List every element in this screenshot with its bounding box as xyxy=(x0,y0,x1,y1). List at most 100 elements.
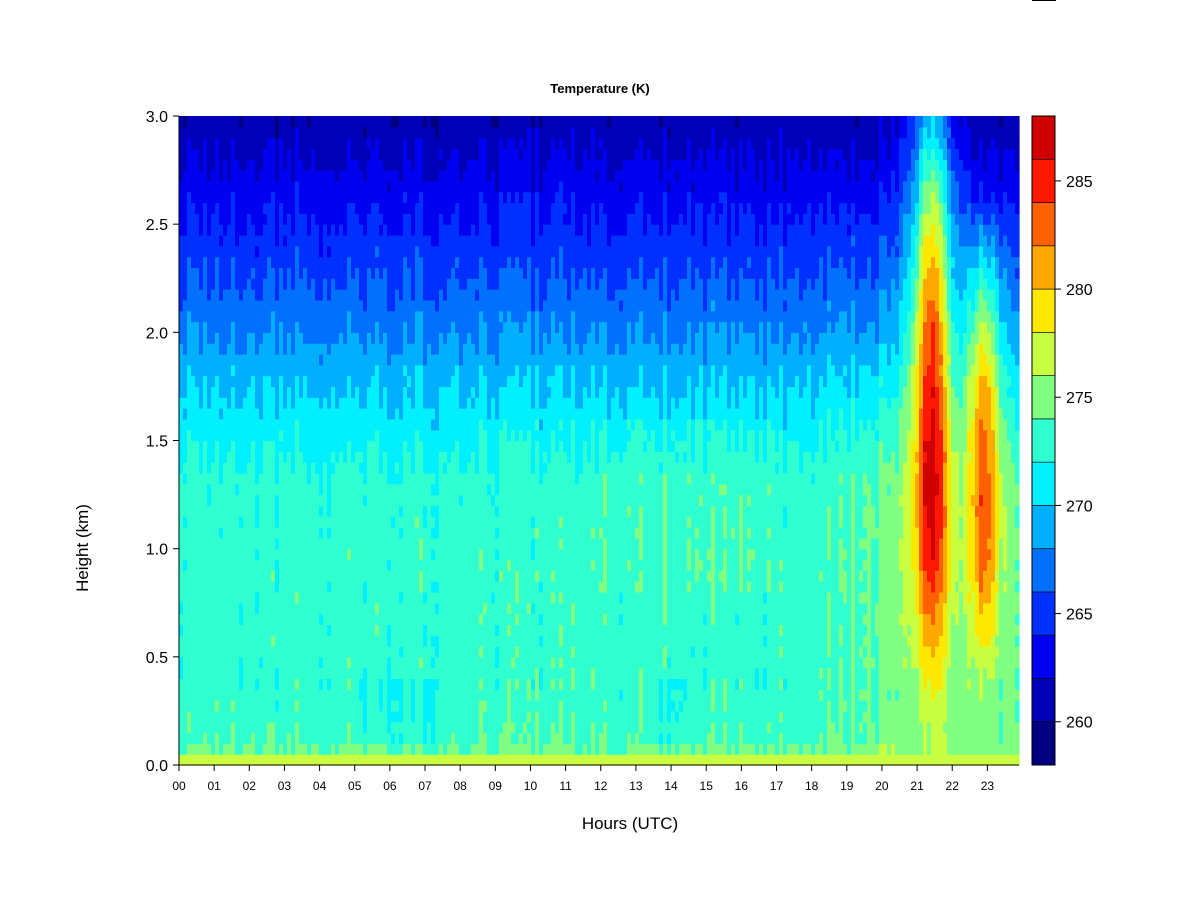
heatmap-cell xyxy=(403,397,408,409)
heatmap-cell xyxy=(291,483,296,496)
heatmap-cell xyxy=(331,462,336,474)
heatmap-cell xyxy=(411,386,416,398)
heatmap-cell xyxy=(487,667,492,680)
heatmap-cell xyxy=(287,148,292,160)
heatmap-cell xyxy=(367,559,372,571)
heatmap-cell xyxy=(195,635,200,647)
heatmap-cell xyxy=(255,505,260,517)
heatmap-cell xyxy=(447,451,452,463)
heatmap-cell xyxy=(207,440,212,452)
heatmap-cell xyxy=(439,343,444,355)
heatmap-cell xyxy=(355,462,360,474)
heatmap-cell xyxy=(319,397,324,409)
heatmap-cell xyxy=(343,700,348,712)
heatmap-cell xyxy=(323,256,328,269)
heatmap-cell xyxy=(511,732,516,744)
heatmap-cell xyxy=(351,548,356,561)
heatmap-cell xyxy=(319,527,324,539)
heatmap-cell xyxy=(259,667,264,680)
heatmap-cell xyxy=(507,191,512,204)
heatmap-cell xyxy=(435,267,440,279)
heatmap-cell xyxy=(479,278,484,290)
heatmap-cell xyxy=(291,159,296,171)
heatmap-cell xyxy=(347,451,352,463)
heatmap-cell xyxy=(395,624,400,636)
heatmap-cell xyxy=(507,213,512,225)
heatmap-cell xyxy=(211,408,216,420)
heatmap-cell xyxy=(387,397,392,409)
heatmap-cell xyxy=(247,721,252,734)
heatmap-cell xyxy=(499,472,504,485)
heatmap-cell xyxy=(371,451,376,463)
heatmap-cell xyxy=(359,213,364,225)
heatmap-cell xyxy=(359,721,364,734)
heatmap-cell xyxy=(263,148,268,160)
heatmap-cell xyxy=(235,667,240,680)
heatmap-cell xyxy=(203,126,208,139)
heatmap-cell xyxy=(351,570,356,582)
heatmap-cell xyxy=(451,602,456,615)
heatmap-cell xyxy=(375,570,380,582)
heatmap-cell xyxy=(347,710,352,723)
heatmap-cell xyxy=(443,126,448,139)
heatmap-cell xyxy=(403,667,408,680)
heatmap-cell xyxy=(347,613,352,625)
heatmap-cell xyxy=(203,148,208,160)
heatmap-cell xyxy=(499,343,504,355)
heatmap-cell xyxy=(343,375,348,388)
heatmap-cell xyxy=(363,537,368,550)
heatmap-cell xyxy=(359,418,364,431)
heatmap-cell xyxy=(371,137,376,150)
heatmap-cell xyxy=(223,353,228,366)
heatmap-cell xyxy=(239,732,244,744)
heatmap-cell xyxy=(295,656,300,669)
heatmap-cell xyxy=(391,321,396,333)
heatmap-cell xyxy=(439,245,444,258)
heatmap-cell xyxy=(275,581,280,593)
heatmap-cell xyxy=(491,689,496,701)
heatmap-cell xyxy=(363,527,368,539)
heatmap-cell xyxy=(271,289,276,301)
heatmap-cell xyxy=(467,202,472,214)
heatmap-cell xyxy=(371,613,376,625)
heatmap-cell xyxy=(419,256,424,269)
heatmap-cell xyxy=(459,429,464,442)
heatmap-cell xyxy=(295,483,300,496)
heatmap-cell xyxy=(335,721,340,734)
heatmap-cell xyxy=(375,126,380,139)
heatmap-cell xyxy=(211,602,216,615)
heatmap-cell xyxy=(387,700,392,712)
heatmap-cell xyxy=(411,700,416,712)
heatmap-cell xyxy=(199,364,204,377)
heatmap-cell xyxy=(423,137,428,150)
heatmap-cell xyxy=(375,494,380,506)
heatmap-cell xyxy=(191,332,196,344)
heatmap-cell xyxy=(415,516,420,528)
heatmap-cell xyxy=(255,180,260,193)
heatmap-cell xyxy=(483,126,488,139)
heatmap-cell xyxy=(387,429,392,442)
heatmap-cell xyxy=(471,754,476,766)
heatmap-cell xyxy=(367,635,372,647)
heatmap-cell xyxy=(491,256,496,269)
heatmap-cell xyxy=(475,656,480,669)
heatmap-cell xyxy=(291,418,296,431)
heatmap-cell xyxy=(335,256,340,269)
heatmap-cell xyxy=(271,202,276,214)
heatmap-cell xyxy=(339,678,344,690)
heatmap-cell xyxy=(495,494,500,506)
heatmap-cell xyxy=(275,310,280,323)
heatmap-cell xyxy=(267,559,272,571)
heatmap-cell xyxy=(495,429,500,442)
heatmap-cell xyxy=(179,256,184,269)
heatmap-cell xyxy=(179,505,184,517)
heatmap-cell xyxy=(239,483,244,496)
heatmap-cell xyxy=(299,408,304,420)
heatmap-cell xyxy=(311,678,316,690)
heatmap-cell xyxy=(391,570,396,582)
heatmap-cell xyxy=(315,472,320,485)
heatmap-cell xyxy=(319,159,324,171)
heatmap-cell xyxy=(283,267,288,279)
heatmap-cell xyxy=(291,440,296,452)
heatmap-cell xyxy=(243,289,248,301)
